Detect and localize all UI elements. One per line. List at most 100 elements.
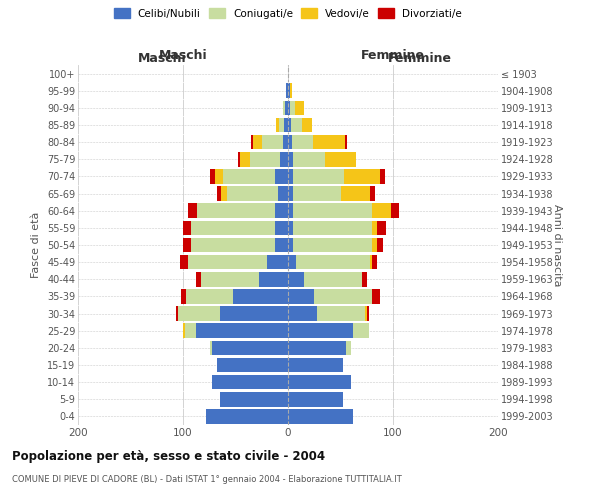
Bar bbox=[275, 204, 288, 218]
Bar bbox=[197, 204, 275, 218]
Bar bbox=[377, 238, 383, 252]
Bar bbox=[372, 204, 391, 218]
Bar bbox=[223, 169, 275, 184]
Bar bbox=[293, 152, 325, 166]
Bar bbox=[186, 289, 233, 304]
Bar bbox=[291, 118, 302, 132]
Bar bbox=[288, 84, 290, 98]
Bar bbox=[391, 204, 400, 218]
Bar bbox=[221, 186, 227, 201]
Bar bbox=[286, 84, 288, 98]
Bar bbox=[288, 409, 353, 424]
Bar bbox=[183, 238, 191, 252]
Bar bbox=[288, 272, 304, 286]
Bar bbox=[196, 324, 288, 338]
Bar bbox=[220, 392, 288, 406]
Bar bbox=[211, 169, 215, 184]
Bar bbox=[314, 289, 372, 304]
Bar bbox=[288, 340, 346, 355]
Bar bbox=[345, 135, 347, 150]
Bar bbox=[293, 238, 372, 252]
Bar bbox=[259, 272, 288, 286]
Bar bbox=[262, 135, 283, 150]
Bar bbox=[275, 220, 288, 235]
Bar bbox=[288, 306, 317, 321]
Text: COMUNE DI PIEVE DI CADORE (BL) - Dati ISTAT 1° gennaio 2004 - Elaborazione TUTTI: COMUNE DI PIEVE DI CADORE (BL) - Dati IS… bbox=[12, 475, 402, 484]
Bar bbox=[365, 306, 367, 321]
Bar bbox=[377, 220, 386, 235]
Bar bbox=[361, 272, 367, 286]
Bar bbox=[290, 100, 295, 115]
Bar bbox=[288, 289, 314, 304]
Bar bbox=[217, 358, 288, 372]
Bar bbox=[302, 118, 312, 132]
Bar bbox=[191, 220, 275, 235]
Bar bbox=[196, 272, 201, 286]
Bar bbox=[181, 289, 186, 304]
Bar bbox=[251, 135, 253, 150]
Bar bbox=[325, 152, 356, 166]
Bar bbox=[227, 186, 277, 201]
Bar bbox=[293, 220, 372, 235]
Bar bbox=[317, 306, 365, 321]
Bar bbox=[250, 152, 280, 166]
Bar bbox=[176, 306, 178, 321]
Text: Maschi: Maschi bbox=[158, 48, 208, 62]
Bar bbox=[288, 204, 293, 218]
Bar bbox=[285, 100, 288, 115]
Bar bbox=[288, 238, 293, 252]
Bar bbox=[367, 306, 369, 321]
Legend: Celibi/Nubili, Coniugati/e, Vedovi/e, Divorziati/e: Celibi/Nubili, Coniugati/e, Vedovi/e, Di… bbox=[111, 5, 465, 21]
Bar bbox=[277, 186, 288, 201]
Bar bbox=[288, 186, 293, 201]
Bar bbox=[290, 84, 292, 98]
Bar bbox=[288, 118, 291, 132]
Bar bbox=[370, 255, 372, 270]
Bar bbox=[277, 118, 278, 132]
Bar bbox=[313, 135, 344, 150]
Bar bbox=[275, 238, 288, 252]
Bar bbox=[280, 152, 288, 166]
Bar bbox=[293, 169, 344, 184]
Bar bbox=[293, 186, 341, 201]
Bar bbox=[293, 204, 372, 218]
Bar bbox=[188, 204, 197, 218]
Text: Femmine: Femmine bbox=[388, 52, 452, 65]
Bar bbox=[212, 375, 288, 390]
Bar bbox=[267, 255, 288, 270]
Bar bbox=[238, 152, 240, 166]
Bar bbox=[288, 100, 290, 115]
Bar bbox=[183, 324, 185, 338]
Bar bbox=[341, 186, 370, 201]
Text: Popolazione per età, sesso e stato civile - 2004: Popolazione per età, sesso e stato civil… bbox=[12, 450, 325, 463]
Bar bbox=[283, 100, 285, 115]
Text: Femmine: Femmine bbox=[361, 48, 425, 62]
Bar bbox=[380, 169, 385, 184]
Bar bbox=[370, 186, 375, 201]
Bar bbox=[233, 289, 288, 304]
Bar bbox=[288, 220, 293, 235]
Bar bbox=[183, 220, 191, 235]
Bar bbox=[240, 152, 250, 166]
Bar bbox=[296, 255, 370, 270]
Bar bbox=[288, 135, 292, 150]
Bar bbox=[217, 186, 221, 201]
Bar bbox=[275, 169, 288, 184]
Bar bbox=[288, 358, 343, 372]
Bar bbox=[372, 220, 377, 235]
Y-axis label: Anni di nascita: Anni di nascita bbox=[552, 204, 562, 286]
Bar bbox=[212, 340, 288, 355]
Text: Maschi: Maschi bbox=[137, 52, 187, 65]
Bar bbox=[346, 340, 351, 355]
Bar bbox=[288, 152, 293, 166]
Bar bbox=[206, 409, 288, 424]
Bar bbox=[288, 392, 343, 406]
Bar bbox=[288, 375, 351, 390]
Bar bbox=[353, 324, 369, 338]
Bar bbox=[344, 169, 380, 184]
Bar bbox=[278, 118, 284, 132]
Bar bbox=[288, 169, 293, 184]
Bar bbox=[253, 135, 262, 150]
Bar bbox=[188, 255, 267, 270]
Bar bbox=[201, 272, 259, 286]
